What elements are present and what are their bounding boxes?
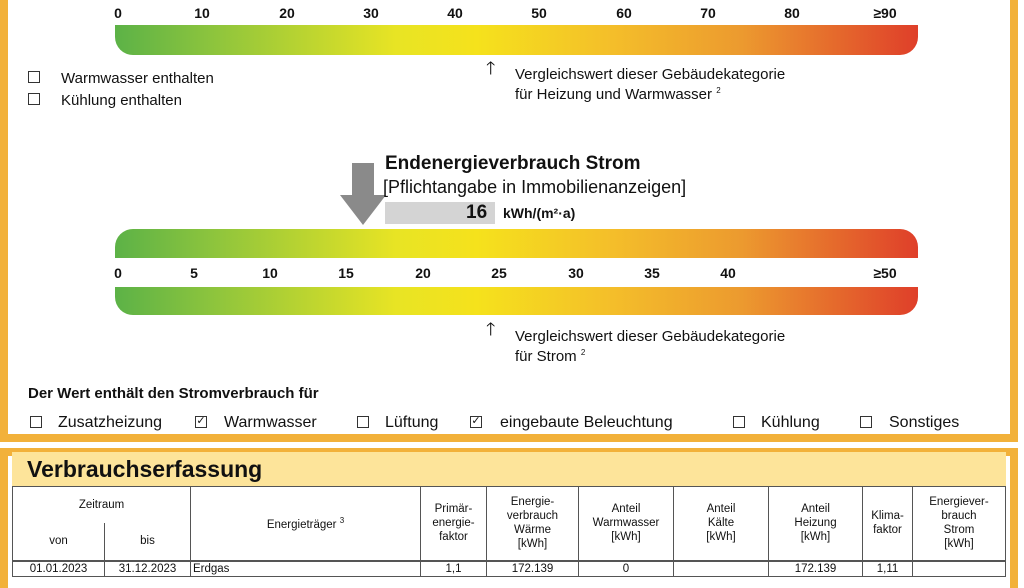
- tick-label: 20: [279, 5, 295, 21]
- header-primaerfaktor: Primär- energie- faktor: [420, 486, 487, 561]
- scale2-bar-top: [115, 229, 918, 258]
- tick-label: 30: [363, 5, 379, 21]
- scale1-bar: [115, 25, 918, 55]
- tick-label: 30: [568, 265, 584, 281]
- header-kaelte: Anteil Kälte [kWh]: [673, 486, 769, 561]
- checkbox-label: Sonstiges: [889, 414, 960, 431]
- header-zeitraum: Zeitraum: [12, 486, 191, 523]
- checkbox-label: Lüftung: [385, 414, 439, 431]
- checkbox-sonstiges[interactable]: [860, 416, 872, 428]
- verbrauch-table: Zeitraum Energieträger 3 Primär- energie…: [12, 486, 1006, 577]
- tick-label: 0: [114, 5, 122, 21]
- tick-label: 10: [262, 265, 278, 281]
- table-cell: 01.01.2023: [12, 560, 105, 577]
- checkbox-kühlung[interactable]: [733, 416, 745, 428]
- arrow-up-icon: 🡑: [486, 58, 496, 78]
- header-waerme: Energie- verbrauch Wärme [kWh]: [486, 486, 579, 561]
- reference-label-2: für Heizung und Warmwasser 2: [515, 86, 721, 103]
- arrow-up-icon: 🡑: [486, 319, 496, 339]
- reference-label-1: Vergleichswert dieser Gebäudekategorie: [515, 66, 786, 83]
- header-klimafaktor: Klima- faktor: [862, 486, 913, 561]
- checkbox-kuehlung-enthalten[interactable]: [28, 93, 40, 105]
- header-warmwasser: Anteil Warmwasser [kWh]: [578, 486, 674, 561]
- table-cell: 172.139: [486, 560, 579, 577]
- scale2-bar-bottom: [115, 287, 918, 315]
- tick-label: ≥50: [873, 265, 897, 281]
- header-von: von: [12, 522, 105, 561]
- header-heizung: Anteil Heizung [kWh]: [768, 486, 863, 561]
- tick-label: 70: [700, 5, 716, 21]
- checkbox-lüftung[interactable]: [357, 416, 369, 428]
- tick-label: 25: [491, 265, 507, 281]
- checkbox-eingebaute-beleuchtung[interactable]: ✓: [470, 415, 482, 428]
- table-cell: [673, 560, 769, 577]
- header-energietraeger: Energieträger 3: [190, 486, 421, 561]
- tick-label: 15: [338, 265, 354, 281]
- checkbox-zusatzheizung[interactable]: [30, 416, 42, 428]
- verbrauch-title: Verbrauchserfassung: [27, 456, 263, 482]
- checkbox-warmwasser-enthalten[interactable]: [28, 71, 40, 83]
- tick-label: 35: [644, 265, 660, 281]
- checkbox-warmwasser[interactable]: ✓: [195, 415, 207, 428]
- checkbox-label: eingebaute Beleuchtung: [500, 414, 673, 431]
- down-arrow-icon: [340, 163, 386, 225]
- table-cell: Erdgas: [190, 560, 421, 577]
- table-cell: 172.139: [768, 560, 863, 577]
- tick-label: 50: [531, 5, 547, 21]
- tick-label: ≥90: [873, 5, 897, 21]
- checkbox-label: Kühlung: [761, 414, 820, 431]
- table-cell: 31.12.2023: [104, 560, 191, 577]
- tick-label: 20: [415, 265, 431, 281]
- table-cell: 0: [578, 560, 674, 577]
- table-cell: 1,1: [420, 560, 487, 577]
- strom-subtitle: [Pflichtangabe in Immobilienanzeigen]: [383, 177, 687, 197]
- strom-value-box: [385, 202, 495, 224]
- stromverbrauch-heading: Der Wert enthält den Stromverbrauch für: [28, 385, 319, 402]
- table-row: 01.01.2023 31.12.2023 Erdgas 1,1 172.139 0 172…: [12, 560, 1006, 577]
- table-cell: 1,11: [862, 560, 913, 577]
- strom-value: 16: [466, 202, 488, 223]
- checkbox-label: Zusatzheizung: [58, 414, 163, 431]
- strom-unit: kWh/(m²·a): [503, 205, 576, 221]
- header-strom: Energiever- brauch Strom [kWh]: [912, 486, 1006, 561]
- tick-label: 40: [720, 265, 736, 281]
- header-bis: bis: [104, 522, 191, 561]
- tick-label: 40: [447, 5, 463, 21]
- label-kuehlung-enthalten: Kühlung enthalten: [61, 92, 182, 109]
- strom-reference-label-2: für Strom 2: [515, 348, 586, 365]
- checkbox-label: Warmwasser: [224, 414, 317, 431]
- strom-title: Endenergieverbrauch Strom: [385, 153, 641, 174]
- tick-label: 60: [616, 5, 632, 21]
- tick-label: 5: [190, 265, 198, 281]
- energy-frame: [0, 0, 1018, 442]
- tick-label: 0: [114, 265, 122, 281]
- label-warmwasser-enthalten: Warmwasser enthalten: [61, 70, 214, 87]
- verbrauch-header-band: [12, 452, 1006, 486]
- tick-label: 10: [194, 5, 210, 21]
- table-cell: [912, 560, 1006, 577]
- tick-label: 80: [784, 5, 800, 21]
- strom-reference-label-1: Vergleichswert dieser Gebäudekategorie: [515, 328, 786, 345]
